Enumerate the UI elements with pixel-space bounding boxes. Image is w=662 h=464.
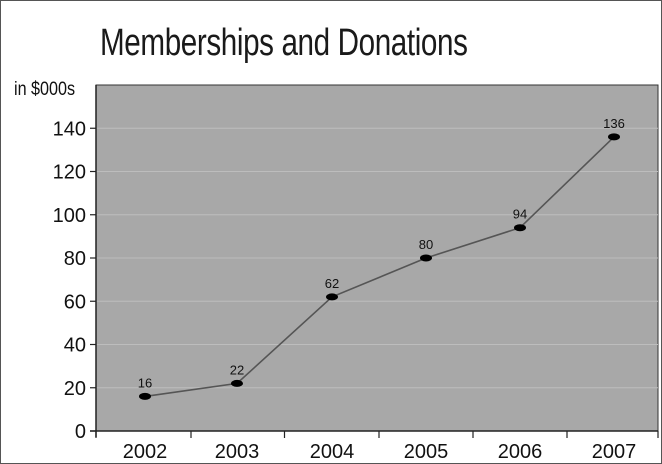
x-tick-label: 2006	[498, 441, 543, 463]
data-point	[514, 224, 526, 232]
y-tick-label: 20	[64, 378, 86, 400]
data-label: 16	[138, 375, 152, 390]
y-tick-label: 60	[64, 291, 86, 313]
y-tick-label: 140	[53, 118, 86, 140]
data-label: 136	[603, 116, 625, 131]
data-label: 22	[230, 362, 244, 377]
x-tick-label: 2003	[215, 441, 260, 463]
y-tick-label: 100	[53, 205, 86, 227]
data-point	[326, 293, 338, 301]
y-tick-label: 120	[53, 162, 86, 184]
y-axis-label: in $000s	[14, 79, 76, 100]
x-tick-label: 2005	[404, 441, 449, 463]
data-point	[139, 392, 151, 400]
y-tick-label: 0	[75, 421, 86, 443]
x-tick-label: 2007	[592, 441, 637, 463]
y-tick-label: 80	[64, 248, 86, 270]
data-point	[420, 254, 432, 262]
data-label: 80	[419, 237, 433, 252]
series-line	[144, 136, 615, 398]
data-label: 62	[325, 276, 339, 291]
y-tick-label: 40	[64, 335, 86, 357]
x-tick-label: 2002	[123, 441, 168, 463]
data-point	[608, 133, 620, 141]
x-tick-label: 2004	[310, 441, 355, 463]
data-point	[231, 379, 243, 387]
data-label: 94	[513, 207, 527, 222]
chart-title: Memberships and Donations	[100, 22, 468, 64]
